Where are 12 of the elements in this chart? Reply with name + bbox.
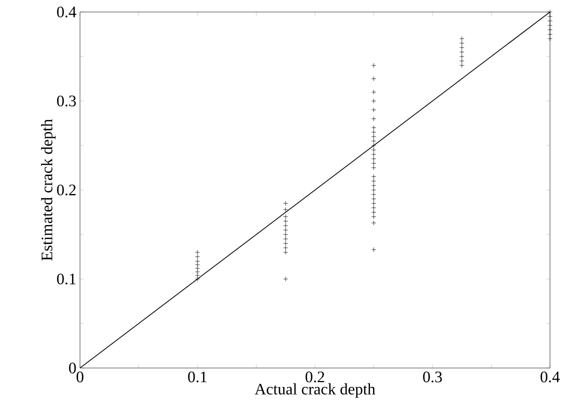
y-tick-label: 0.3 [57,96,76,106]
x-axis-title: Actual crack depth [254,383,376,398]
y-tick-label: 0 [69,362,76,374]
x-tick-label: 0.3 [423,372,442,382]
x-tick-label: 0.4 [540,372,560,382]
y-axis-title: Estimated crack depth [41,119,56,261]
x-tick-label: 0.2 [306,372,324,382]
x-tick-label: 0.1 [188,372,207,382]
y-tick-label: 0.2 [57,184,76,196]
y-tick-label: 0.4 [57,6,76,18]
y-tick-label: 0.1 [57,274,76,284]
x-tick-label: 0 [76,372,84,382]
